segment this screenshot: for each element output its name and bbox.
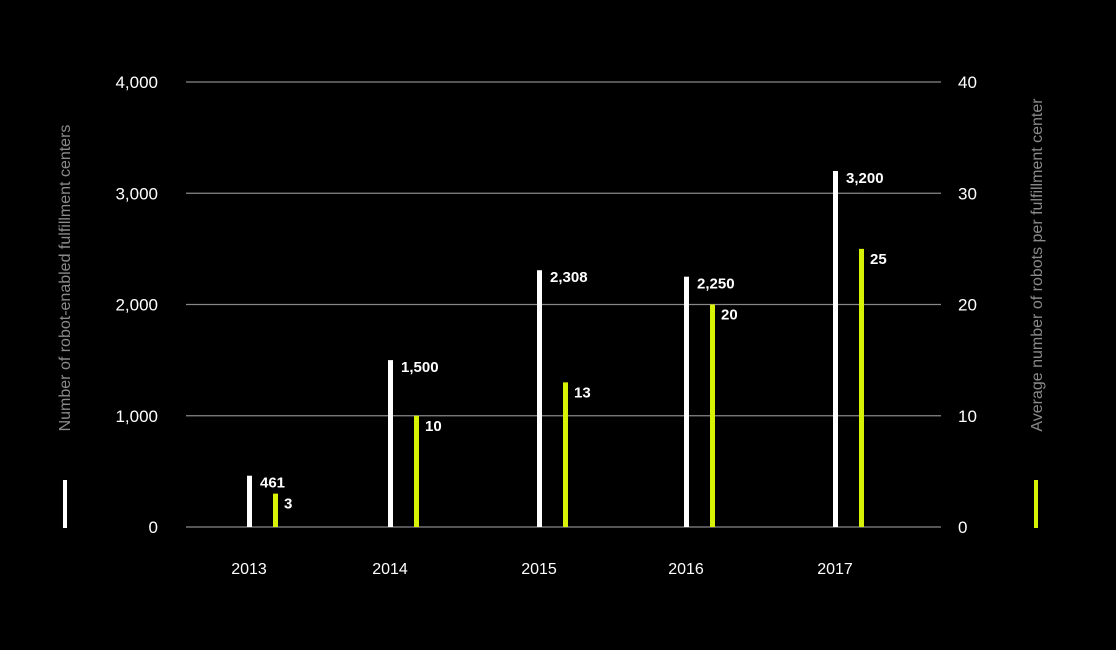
value-label-fulfillment-centers: 2,250 bbox=[697, 276, 735, 293]
value-label-fulfillment-centers: 461 bbox=[260, 475, 285, 492]
bar-robots-per-center bbox=[859, 248, 864, 527]
category-label: 2013 bbox=[231, 561, 267, 578]
value-label-fulfillment-centers: 2,308 bbox=[550, 269, 588, 286]
category-label: 2014 bbox=[372, 561, 408, 578]
bar-robots-per-center bbox=[414, 415, 419, 527]
left-axis-ticks: 0 1,000 2,000 3,000 4,000 bbox=[115, 73, 158, 537]
gridlines bbox=[186, 81, 941, 528]
left-tick-label: 4,000 bbox=[115, 73, 158, 92]
value-label-fulfillment-centers: 3,200 bbox=[846, 170, 884, 187]
left-tick-label: 3,000 bbox=[115, 184, 158, 203]
left-tick-label: 2,000 bbox=[115, 296, 158, 315]
bar-fulfillment-centers bbox=[537, 270, 542, 527]
bar-robots-per-center bbox=[710, 304, 715, 527]
bars: 461 3 1,500 10 2,308 13 2,250 20 3,200 25 bbox=[247, 170, 887, 527]
right-tick-label: 30 bbox=[958, 184, 977, 203]
right-tick-label: 20 bbox=[958, 296, 977, 315]
category-label: 2017 bbox=[817, 561, 853, 578]
value-label-robots-per-center: 13 bbox=[574, 384, 591, 401]
bar-fulfillment-centers bbox=[833, 171, 838, 527]
bar-fulfillment-centers bbox=[247, 475, 252, 527]
left-axis-legend-swatch bbox=[63, 480, 67, 528]
left-axis-title: Number of robot-enabled fulfillment cent… bbox=[57, 125, 74, 432]
category-label: 2015 bbox=[521, 561, 557, 578]
right-tick-label: 10 bbox=[958, 407, 977, 426]
right-tick-label: 0 bbox=[958, 518, 967, 537]
left-tick-label: 0 bbox=[149, 518, 158, 537]
bar-robots-per-center bbox=[563, 382, 568, 527]
right-axis-ticks: 0 10 20 30 40 bbox=[958, 73, 977, 537]
value-label-fulfillment-centers: 1,500 bbox=[401, 359, 439, 376]
value-label-robots-per-center: 3 bbox=[284, 496, 292, 513]
right-axis-title: Average number of robots per fulfillment… bbox=[1029, 98, 1046, 432]
bar-robots-per-center bbox=[273, 493, 278, 527]
value-label-robots-per-center: 20 bbox=[721, 307, 738, 324]
value-label-robots-per-center: 25 bbox=[870, 251, 887, 268]
category-label: 2016 bbox=[668, 561, 704, 578]
left-tick-label: 1,000 bbox=[115, 407, 158, 426]
bar-fulfillment-centers bbox=[388, 360, 393, 527]
category-labels: 2013 2014 2015 2016 2017 bbox=[231, 561, 853, 578]
bar-fulfillment-centers bbox=[684, 276, 689, 527]
right-tick-label: 40 bbox=[958, 73, 977, 92]
value-label-robots-per-center: 10 bbox=[425, 418, 442, 435]
right-axis-legend-swatch bbox=[1034, 480, 1038, 528]
